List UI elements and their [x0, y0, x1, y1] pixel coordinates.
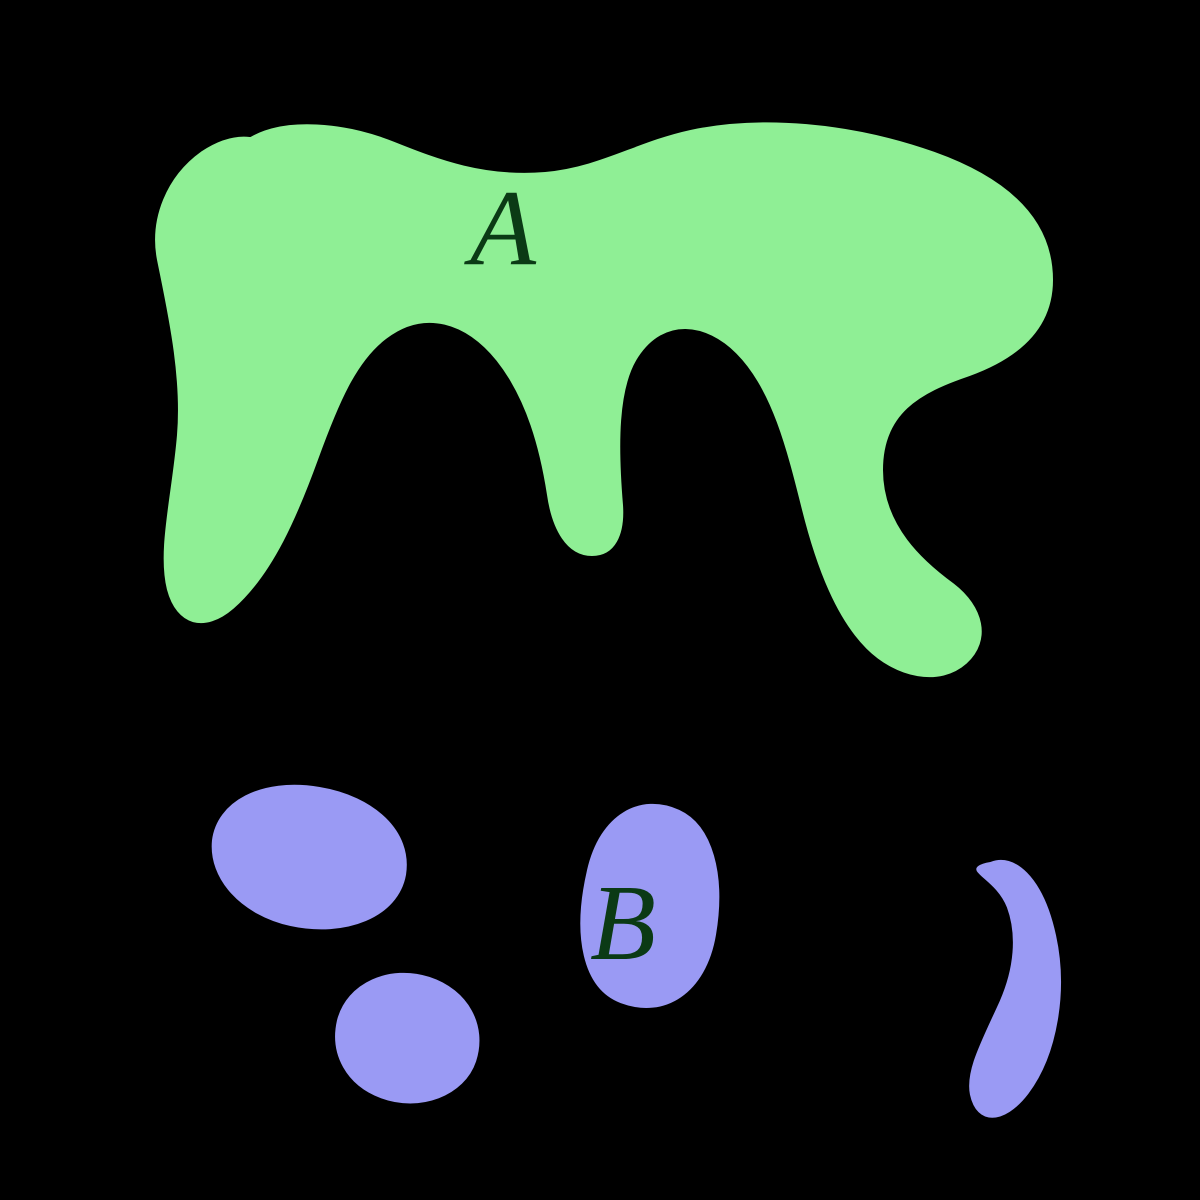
set-b-label: B — [590, 870, 656, 978]
diagram-canvas: A B — [0, 0, 1200, 1200]
diagram-svg — [0, 0, 1200, 1200]
set-b-piece-2 — [333, 971, 481, 1106]
set-a-label: A — [470, 175, 536, 283]
